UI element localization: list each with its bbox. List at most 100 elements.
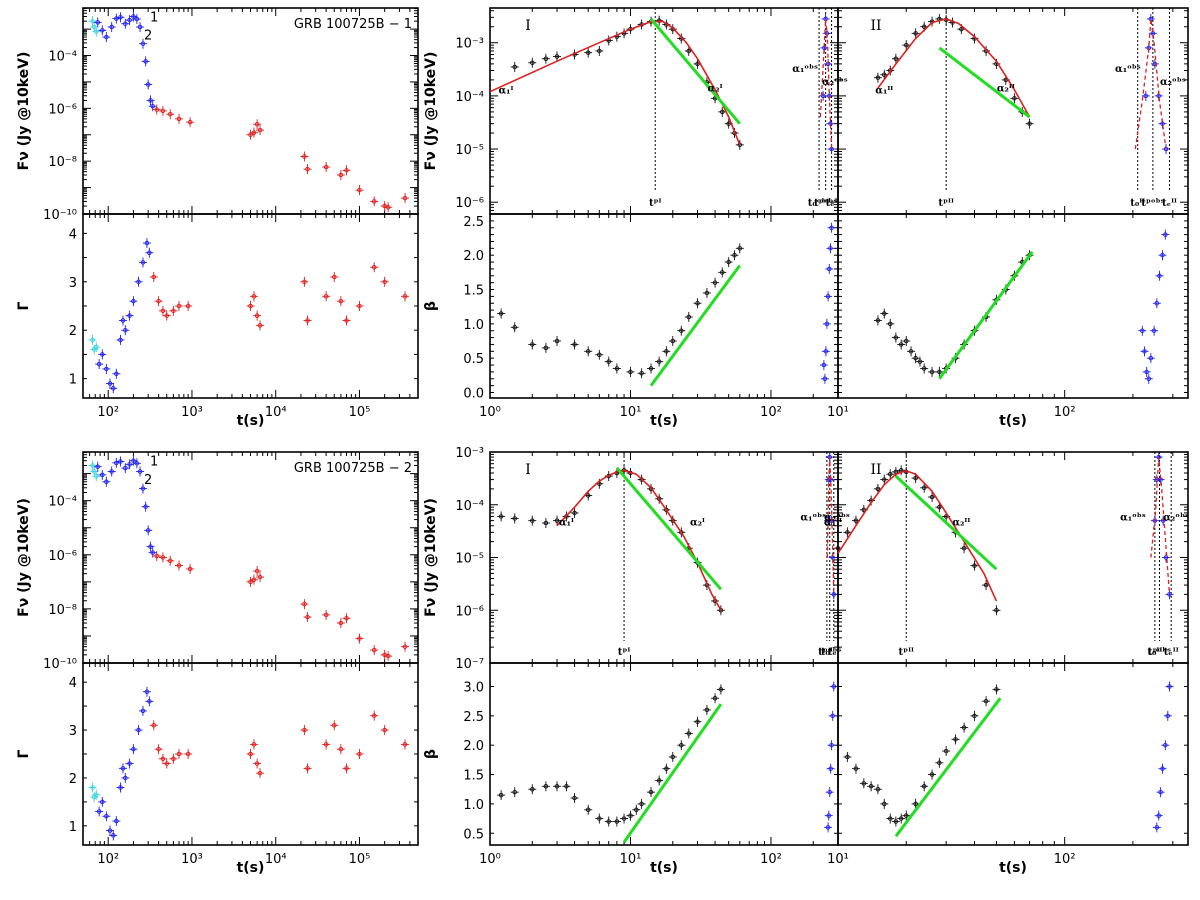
flux-point <box>1027 121 1032 126</box>
index-point <box>943 748 949 754</box>
x-tick-label: 10¹ <box>620 852 642 867</box>
index-spike-point <box>1140 328 1145 333</box>
index-point-blue <box>144 240 150 246</box>
chart-5: 10⁰ 10¹ 10² t(s) 10⁻³ 10⁻⁴ 10⁻⁵ 10⁻⁶ 10⁻⁷ Fν (Jy … <box>423 446 850 876</box>
index-point-red <box>357 303 362 309</box>
index-point-red <box>338 298 344 304</box>
index-point <box>648 366 654 371</box>
index-point <box>670 754 676 760</box>
slope-annotation: α₁ᴵ <box>559 518 574 529</box>
index-point-blue <box>147 699 152 704</box>
flux-y-axis-label: Fν (Jy @10keV) <box>16 498 32 617</box>
index-point <box>512 325 517 330</box>
index-point-red <box>171 308 176 314</box>
flux-point <box>845 530 850 535</box>
y-tick-label: 3 <box>69 724 77 739</box>
index-spike-point <box>821 362 827 368</box>
index-point-blue <box>127 313 132 318</box>
index-point-red <box>371 713 377 718</box>
index-point <box>921 784 927 789</box>
y-tick-label: 4 <box>69 227 77 242</box>
x-tick-label: 10² <box>97 852 119 867</box>
index-point <box>887 816 893 821</box>
index-point <box>695 719 700 724</box>
index-point <box>961 725 967 730</box>
flux-axes-frame <box>489 451 839 664</box>
flux-point <box>585 50 591 55</box>
index-point <box>606 359 611 364</box>
index-point <box>893 335 899 340</box>
slope-annotation: α₁ᴵᴵ <box>824 518 842 529</box>
y-tick-label: 1.5 <box>463 769 484 784</box>
index-point-red <box>302 727 307 733</box>
chart-2: 10⁰ 10¹ 10² t(s) 10⁻³ 10⁻⁴ 10⁻⁵ 10⁻⁶ Fν (Jy @10k… <box>423 7 848 429</box>
flux-spike-point <box>1167 592 1172 597</box>
flux-point-red <box>160 108 166 114</box>
index-point-blue <box>118 785 123 790</box>
x-axis-label: t(s) <box>650 413 678 429</box>
time-marker-label: tᵖᴵ <box>618 647 631 658</box>
flux-point-red <box>160 555 166 560</box>
flux-point <box>893 56 899 61</box>
flux-point-red <box>167 558 173 564</box>
index-point-red <box>257 770 263 776</box>
flux-point-red <box>385 205 391 210</box>
slope-annotation: α₂ᵒᵇˢ <box>822 77 848 88</box>
index-point-red <box>257 323 263 328</box>
index-point-red <box>248 303 253 309</box>
y-tick-label: 10⁻⁶ <box>48 102 77 117</box>
index-green-fit <box>894 697 1002 838</box>
x-tick-label: 10¹ <box>827 405 849 420</box>
flux-point-blue <box>127 462 132 467</box>
flux-model-curve <box>877 18 1031 118</box>
time-marker-label: t₀ᴵ <box>821 647 833 658</box>
slope-annotation: α₂ᴵ <box>690 518 705 529</box>
flux-point-red <box>338 620 344 626</box>
index-point-red <box>332 723 337 728</box>
flux-point <box>543 56 549 61</box>
flux-point <box>961 545 967 551</box>
flux-point <box>882 72 887 77</box>
x-tick-label: 10³ <box>181 405 203 420</box>
index-spike-point <box>1146 376 1152 382</box>
index-spike-point <box>1154 301 1160 306</box>
index-point <box>732 252 737 258</box>
index-point-red <box>402 294 408 299</box>
index-y-axis-label: β <box>423 301 439 311</box>
x-tick-label: 10⁵ <box>349 405 371 420</box>
index-point <box>572 342 577 347</box>
index-point-red <box>248 751 253 757</box>
flux-point-red <box>402 644 408 649</box>
flux-point <box>718 608 724 613</box>
index-spike-point <box>823 349 829 354</box>
index-y-axis-label: β <box>423 749 439 759</box>
flux-point-blue <box>148 544 153 549</box>
time-marker-label: t₀ᴵᴵ <box>1130 198 1145 209</box>
index-point-red <box>176 751 182 757</box>
flux-point-blue <box>123 21 128 26</box>
flux-point-red <box>176 116 182 122</box>
index-point-blue <box>136 727 141 733</box>
index-point <box>929 772 935 777</box>
index-point-red <box>171 756 176 762</box>
panel-title: II <box>870 18 881 34</box>
flux-point-red <box>305 614 310 620</box>
flux-point-blue <box>109 469 114 474</box>
index-point <box>543 345 549 351</box>
index-point-blue <box>123 775 128 781</box>
index-point <box>543 784 549 789</box>
y-tick-label: 10⁻⁸ <box>48 603 77 618</box>
index-point <box>564 784 569 789</box>
x-axis-label: t(s) <box>999 860 1027 876</box>
flux-point <box>835 545 841 551</box>
slope-annotation: α₂ᴵ <box>708 84 723 95</box>
flux-spike-model <box>819 18 833 150</box>
flux-point <box>929 494 935 500</box>
index-point-blue <box>114 818 119 824</box>
y-tick-label: 10⁻⁵ <box>455 552 484 567</box>
y-tick-label: 10⁻³ <box>455 37 484 52</box>
index-point-red <box>332 274 337 280</box>
slope-annotation: α₁ᵒᵇˢ <box>792 64 818 75</box>
flux-point-blue <box>134 16 140 22</box>
